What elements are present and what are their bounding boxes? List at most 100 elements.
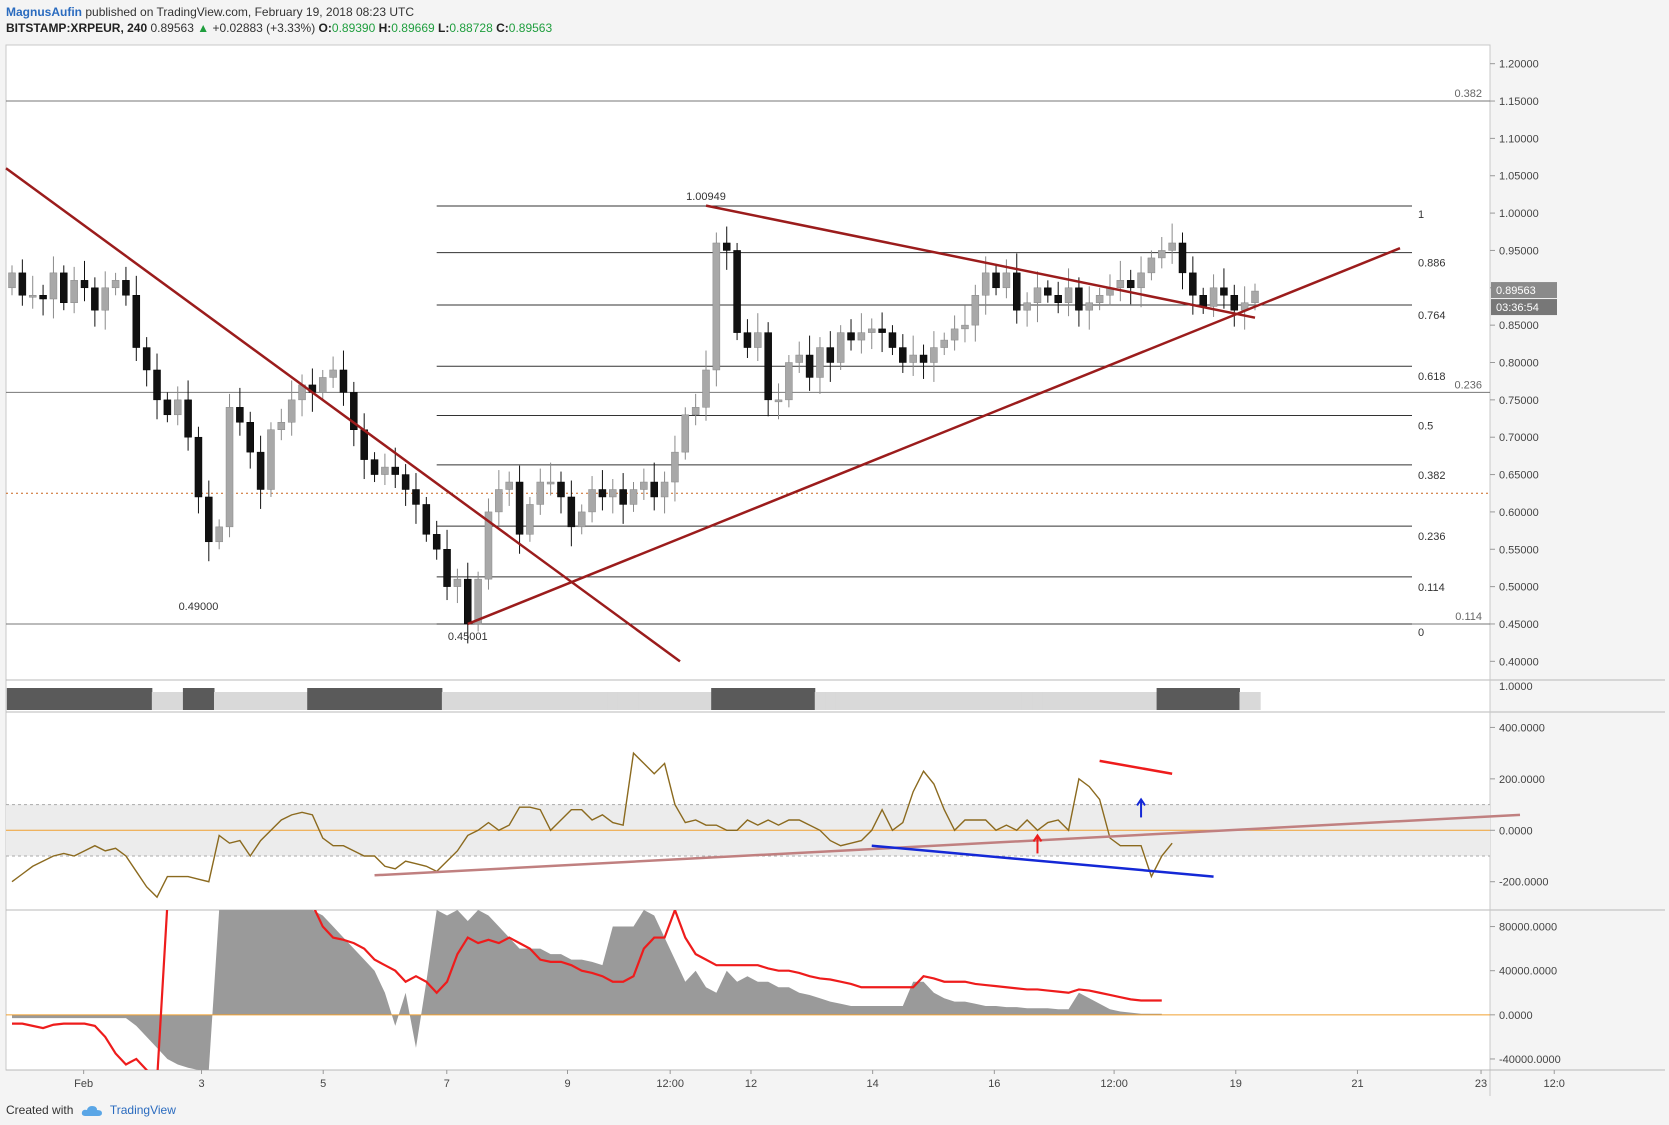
candle xyxy=(1126,269,1135,305)
fib-level-label: 0.382 xyxy=(1418,470,1446,482)
band-segment xyxy=(555,692,567,710)
candle-body xyxy=(888,332,897,348)
candle-body xyxy=(836,332,845,363)
fib-level-label: 0.5 xyxy=(1418,421,1433,433)
band-segment xyxy=(928,692,940,710)
candle xyxy=(588,476,596,523)
candle-body xyxy=(246,422,254,453)
candle-body xyxy=(629,489,638,505)
candle xyxy=(930,331,938,382)
candle xyxy=(1023,292,1031,327)
candle-body xyxy=(1033,287,1042,303)
band-segment xyxy=(1146,692,1158,710)
candle-body xyxy=(557,481,565,498)
band-segment xyxy=(390,688,401,710)
candle-body xyxy=(370,459,379,475)
candle-body xyxy=(515,481,524,535)
candle xyxy=(194,426,203,514)
candle-body xyxy=(142,347,151,371)
band-segment xyxy=(1125,692,1137,710)
candle-body xyxy=(609,489,617,498)
price-tick-label: 0.95000 xyxy=(1499,245,1539,257)
author-link[interactable]: MagnusAufin xyxy=(6,5,82,19)
candle-body xyxy=(1147,257,1156,274)
candle-body xyxy=(319,377,327,393)
band-segment xyxy=(524,692,536,710)
band-segment xyxy=(980,692,992,710)
price-tick-label: 0.65000 xyxy=(1499,470,1539,482)
band-segment xyxy=(1073,692,1085,710)
extreme-price-label: 1.00949 xyxy=(686,191,726,203)
candle xyxy=(28,275,37,309)
candle xyxy=(1230,284,1239,327)
band-segment xyxy=(79,688,91,710)
candle-body xyxy=(360,429,368,460)
candle xyxy=(722,226,731,270)
band-segment xyxy=(483,692,495,710)
band-segment xyxy=(752,688,764,710)
candle-body xyxy=(816,347,824,378)
cci-bearish-divergence-line xyxy=(1099,759,1173,775)
volume-tick-label: 0.0000 xyxy=(1499,1010,1533,1022)
time-tick-label: 12:00 xyxy=(1100,1078,1128,1090)
candle-body xyxy=(743,332,752,348)
low-value: 0.88728 xyxy=(449,21,493,35)
candle-body xyxy=(401,474,410,490)
symbol-label[interactable]: BITSTAMP:XRPEUR, 240 xyxy=(6,21,148,35)
price-tick-label: 1.05000 xyxy=(1499,171,1539,183)
candle xyxy=(339,350,348,406)
band-segment xyxy=(1063,692,1075,710)
price-tick-label: 1.15000 xyxy=(1499,96,1539,108)
band-segment xyxy=(1156,688,1168,710)
band-segment xyxy=(182,688,194,710)
candle xyxy=(432,520,441,560)
candle xyxy=(505,471,513,506)
candle-body xyxy=(422,504,431,535)
candle xyxy=(971,284,980,342)
candle xyxy=(743,319,752,359)
candle-body xyxy=(484,511,493,580)
candle-body xyxy=(153,369,161,401)
candle xyxy=(122,266,130,306)
price-tick-label: 0.75000 xyxy=(1499,395,1539,407)
band-segment xyxy=(866,692,878,710)
candle-body xyxy=(650,481,658,498)
band-segment xyxy=(265,692,277,710)
chart-canvas[interactable]: 1.200001.150001.100001.050001.000000.950… xyxy=(0,40,1669,1115)
band-segment xyxy=(638,692,650,710)
candle xyxy=(1220,268,1228,309)
candle xyxy=(981,256,990,315)
candle-body xyxy=(1158,250,1166,259)
band-segment xyxy=(1104,692,1116,710)
plot-background xyxy=(5,44,1491,1071)
candle-body xyxy=(1178,242,1187,274)
candle xyxy=(1147,250,1156,281)
band-segment xyxy=(224,692,236,710)
band-segment xyxy=(48,688,60,710)
candle xyxy=(785,355,793,408)
candle-body xyxy=(867,328,876,333)
tradingview-link[interactable]: TradingView xyxy=(109,1103,176,1117)
candle xyxy=(60,265,68,311)
band-segment xyxy=(400,688,412,710)
band-segment xyxy=(690,692,702,710)
candle xyxy=(18,259,27,306)
volume-signal-line xyxy=(12,910,1162,1070)
band-segment xyxy=(17,688,29,710)
candle xyxy=(474,571,482,632)
price-tick-label: 1.20000 xyxy=(1499,59,1539,71)
candle xyxy=(163,392,172,423)
candle xyxy=(515,465,524,554)
band-segment xyxy=(286,692,298,710)
outer-fib-label: 0.114 xyxy=(1455,611,1482,623)
band-segment xyxy=(545,692,557,710)
fib-level-label: 0 xyxy=(1418,627,1424,639)
band-segment xyxy=(462,692,474,710)
cci-tick-label: 400.0000 xyxy=(1499,722,1545,734)
volume-pane xyxy=(6,910,1490,1070)
candle-body xyxy=(754,332,762,348)
candle-body xyxy=(733,250,741,333)
candle-body xyxy=(412,489,420,505)
band-segment xyxy=(120,688,132,710)
candle-body xyxy=(619,489,627,505)
